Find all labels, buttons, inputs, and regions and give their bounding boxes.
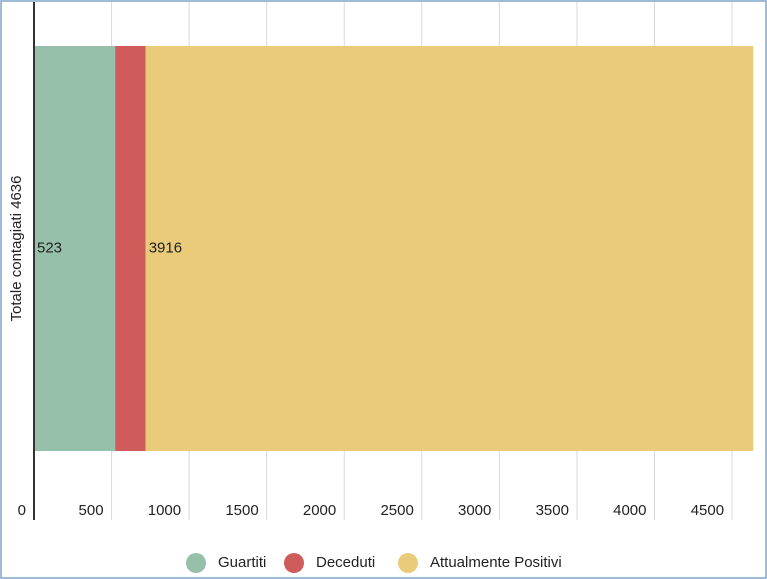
legend-label: Guartiti	[218, 554, 266, 571]
x-tick-label: 4000	[613, 502, 646, 519]
x-tick-label: 4500	[691, 502, 724, 519]
x-tick-label: 3500	[536, 502, 569, 519]
x-tick-label: 2000	[303, 502, 336, 519]
bar-segment	[34, 46, 116, 451]
x-tick-label: 3000	[458, 502, 491, 519]
legend-label: Deceduti	[316, 554, 375, 571]
x-tick-label: 1500	[225, 502, 258, 519]
data-label: 523	[37, 239, 62, 256]
legend-marker	[186, 553, 206, 573]
legend-label: Attualmente Positivi	[430, 554, 562, 571]
category-label: Totale contagiati 4636	[8, 176, 25, 322]
legend-marker	[284, 553, 304, 573]
legend-marker	[398, 553, 418, 573]
bar-segment	[145, 46, 754, 451]
x-tick-label: 0	[18, 502, 26, 519]
data-label: 3916	[149, 239, 182, 256]
x-tick-label: 500	[79, 502, 104, 519]
bar-segment	[115, 46, 146, 451]
x-tick-label: 1000	[148, 502, 181, 519]
x-tick-label: 2500	[380, 502, 413, 519]
